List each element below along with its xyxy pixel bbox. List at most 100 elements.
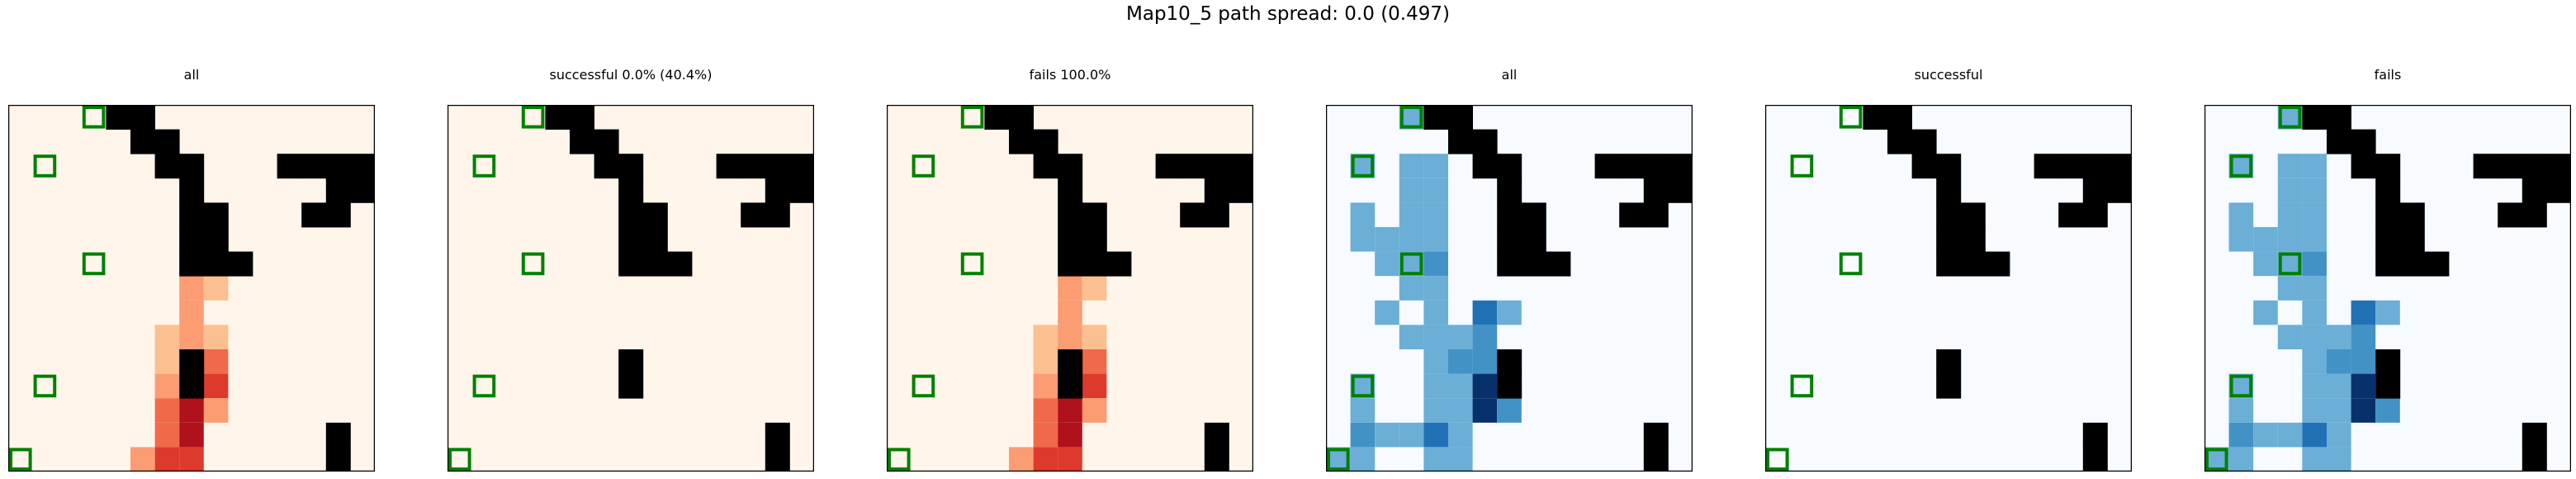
goal-marker <box>33 374 57 398</box>
wall-cell <box>1058 349 1083 374</box>
panel-title-4: all <box>1501 67 1518 83</box>
goal-marker <box>1839 106 1863 129</box>
heatmap-cell <box>1448 373 1473 399</box>
wall-cell <box>2473 154 2498 179</box>
heatmap-cell <box>1082 325 1107 349</box>
wall-cell <box>1643 154 1669 179</box>
heatmap-cell <box>2253 251 2278 277</box>
wall-cell <box>130 105 155 130</box>
heatmap-cell <box>1350 422 1376 448</box>
wall-cell <box>1936 202 1962 228</box>
wall-cell <box>1985 251 2010 277</box>
heatmap-cell <box>1082 373 1107 399</box>
wall-cell <box>1960 251 1986 277</box>
goal-marker <box>1351 154 1375 178</box>
wall-cell <box>1643 422 1669 448</box>
heatmap-cell <box>1423 300 1448 325</box>
heatmap-cell <box>1448 422 1473 448</box>
heatmap-cell <box>1375 422 1399 448</box>
heatmap-cell <box>179 300 204 325</box>
goal-marker <box>472 374 496 398</box>
wall-cell <box>277 154 302 179</box>
wall-cell <box>179 349 205 374</box>
wall-cell <box>325 178 351 203</box>
goal-marker <box>82 252 106 276</box>
heatmap-cell <box>2228 202 2254 227</box>
wall-cell <box>765 422 790 448</box>
panel-title-6: fails <box>2374 67 2402 83</box>
heatmap-cell <box>2228 422 2254 448</box>
goal-marker <box>2278 252 2302 276</box>
wall-cell <box>2375 349 2401 374</box>
plot-frame <box>887 105 1253 472</box>
wall-cell <box>1009 105 1034 130</box>
wall-cell <box>1204 422 1229 448</box>
heatmap-cell <box>203 325 229 349</box>
heatmap-cell <box>203 276 229 301</box>
heatmap-cell <box>179 398 204 423</box>
heatmap-plot-6 <box>2204 105 2571 472</box>
wall-cell <box>1058 178 1083 203</box>
wall-cell <box>301 202 327 228</box>
heatmap-cell <box>1399 276 1424 301</box>
wall-cell <box>1497 349 1522 374</box>
wall-cell <box>1936 154 1962 179</box>
wall-cell <box>1546 251 1571 277</box>
goal-marker <box>960 252 984 276</box>
heatmap-cell <box>1375 227 1399 252</box>
heatmap-cell <box>1033 349 1058 374</box>
heatmap-plot-3 <box>887 105 1253 472</box>
wall-cell <box>1204 154 1229 179</box>
wall-cell <box>1936 178 1962 203</box>
heatmap-cell <box>2228 398 2254 423</box>
heatmap-cell <box>1399 178 1424 203</box>
heatmap-cell <box>1423 447 1448 472</box>
heatmap-cell <box>2302 154 2327 178</box>
heatmap-cell <box>1350 202 1376 227</box>
wall-cell <box>325 447 351 472</box>
wall-cell <box>2351 154 2376 179</box>
heatmap-cell <box>1423 154 1448 178</box>
goal-marker <box>521 252 545 276</box>
wall-cell <box>1668 154 1693 179</box>
heatmap-cell <box>1009 447 1034 472</box>
wall-cell <box>179 227 205 252</box>
wall-cell <box>203 251 229 277</box>
heatmap-cell <box>2302 300 2327 325</box>
wall-cell <box>2351 129 2376 154</box>
wall-cell <box>179 178 205 203</box>
heatmap-cell <box>179 447 204 472</box>
heatmap-cell <box>2277 325 2303 349</box>
heatmap-cell <box>2375 300 2400 325</box>
panel-title-1: all <box>183 67 200 83</box>
heatmap-panel-6: fails <box>2204 53 2571 474</box>
heatmap-cell <box>1472 398 1498 423</box>
heatmap-cell <box>1399 227 1424 252</box>
heatmap-cell <box>203 349 229 374</box>
heatmap-cell <box>1058 447 1082 472</box>
wall-cell <box>1887 129 1912 154</box>
heatmap-cell <box>2302 349 2327 374</box>
wall-cell <box>179 154 205 179</box>
heatmap-cell <box>2351 398 2376 423</box>
heatmap-plot-1 <box>8 105 375 472</box>
wall-cell <box>1521 202 1546 228</box>
heatmap-cell <box>1472 373 1498 399</box>
wall-cell <box>2522 447 2547 472</box>
wall-cell <box>594 154 619 179</box>
heatmap-panel-2: successful 0.0% (40.4%) <box>447 53 814 474</box>
wall-cell <box>618 202 644 228</box>
wall-cell <box>1619 202 1645 228</box>
heatmap-cell <box>2302 447 2327 472</box>
heatmap-cell <box>1423 227 1448 252</box>
wall-cell <box>1082 227 1107 252</box>
wall-cell <box>2375 251 2401 277</box>
wall-cell <box>154 154 180 179</box>
panel-title-5: successful <box>1914 67 1983 83</box>
wall-cell <box>203 227 229 252</box>
wall-cell <box>2082 202 2108 228</box>
wall-cell <box>2034 154 2059 179</box>
heatmap-cell <box>2277 178 2303 203</box>
heatmap-cell <box>1375 300 1399 325</box>
wall-cell <box>2522 178 2547 203</box>
